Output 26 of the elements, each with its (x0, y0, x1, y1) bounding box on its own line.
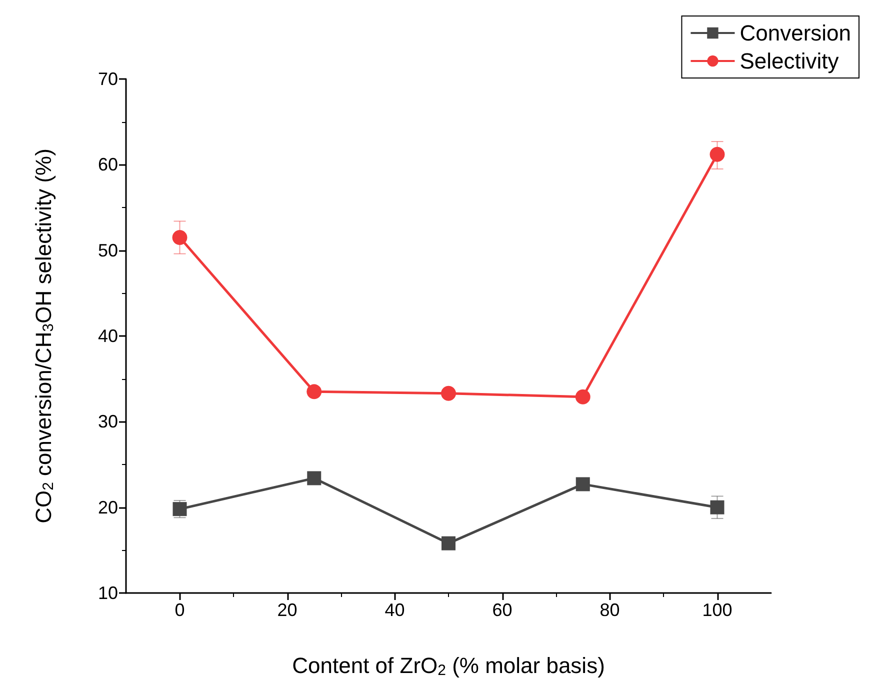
y-tick-label: 60 (98, 154, 118, 175)
x-tick-label: 100 (702, 600, 732, 620)
x-tick-label: 0 (174, 600, 185, 620)
x-tick-label: 40 (384, 600, 405, 620)
point (575, 389, 590, 404)
x-tick-label: 20 (277, 600, 298, 620)
y-tick-label: 30 (98, 412, 118, 432)
point (710, 500, 724, 514)
legend-label: Selectivity (740, 48, 839, 74)
y-tick-label: 70 (98, 69, 118, 89)
y-tick-label: 10 (98, 583, 118, 603)
point (442, 536, 456, 550)
point (307, 471, 322, 486)
y-axis-title: CO2 conversion/CH3OH selectivity (%) (31, 148, 57, 524)
legend-label: Conversion (740, 20, 852, 46)
y-tick-label: 20 (98, 497, 118, 518)
point (441, 386, 456, 401)
point (710, 146, 725, 162)
point (172, 502, 187, 516)
y-tick-label: 50 (98, 240, 118, 260)
x-tick-label: 80 (600, 600, 620, 620)
y-tick-label: 40 (98, 326, 118, 346)
x-tick-label: 60 (492, 600, 512, 620)
point (306, 384, 322, 400)
point (576, 477, 590, 492)
point (172, 230, 188, 245)
